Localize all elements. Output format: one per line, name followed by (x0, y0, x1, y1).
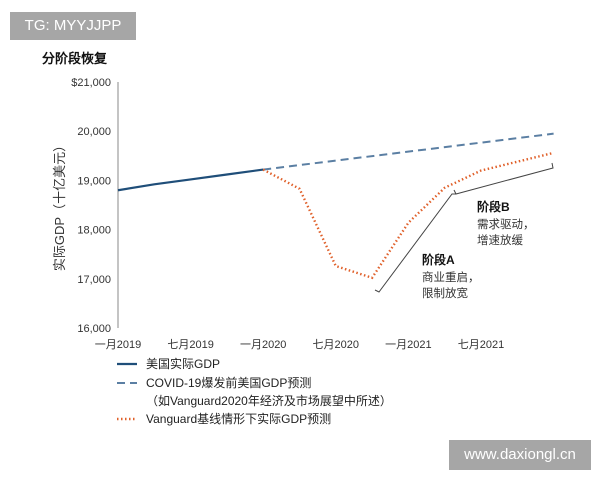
legend-label-line2: （如Vanguard2020年经济及市场展望中所述） (146, 393, 392, 408)
phase-b-text: 需求驱动， (477, 218, 535, 231)
series-line-1 (117, 168, 264, 192)
series-line-3 (262, 151, 554, 280)
phase-b-text: 增速放缓 (477, 233, 523, 247)
y-axis-label: 实际GDP（十亿美元） (52, 139, 67, 271)
bracket-phase-a (374, 193, 456, 293)
y-tick-label: 18,000 (77, 225, 111, 237)
legend-label: 美国实际GDP (146, 356, 220, 371)
phase-b-label: 阶段B (477, 199, 510, 214)
phase-a-text: 商业重启， (422, 270, 480, 284)
y-tick-label: $21,000 (71, 77, 111, 89)
x-tick-label: 一月2021 (385, 339, 431, 351)
y-tick-label: 20,000 (77, 126, 111, 138)
x-tick-label: 一月2019 (95, 339, 141, 351)
chart-title: 分阶段恢复 (42, 52, 108, 67)
x-tick-label: 七月2019 (167, 338, 213, 351)
y-tick-label: 16,000 (77, 323, 111, 335)
phase-a-text: 限制放宽 (422, 286, 468, 300)
y-tick-label: 19,000 (77, 175, 111, 187)
legend-label: Vanguard基线情形下实际GDP预测 (146, 411, 331, 426)
y-tick-label: 17,000 (77, 274, 111, 286)
x-tick-label: 七月2020 (313, 338, 359, 351)
watermark-bottom: www.daxiongl.cn (449, 440, 591, 470)
x-tick-label: 一月2020 (240, 339, 286, 351)
series-line-2 (263, 132, 554, 171)
phase-a-label: 阶段A (422, 252, 455, 267)
legend-label: COVID-19爆发前美国GDP预测 (146, 375, 311, 390)
watermark-top: TG: MYYJJPP (10, 12, 136, 40)
bracket-phase-b (453, 162, 554, 195)
x-tick-label: 七月2021 (458, 338, 504, 351)
